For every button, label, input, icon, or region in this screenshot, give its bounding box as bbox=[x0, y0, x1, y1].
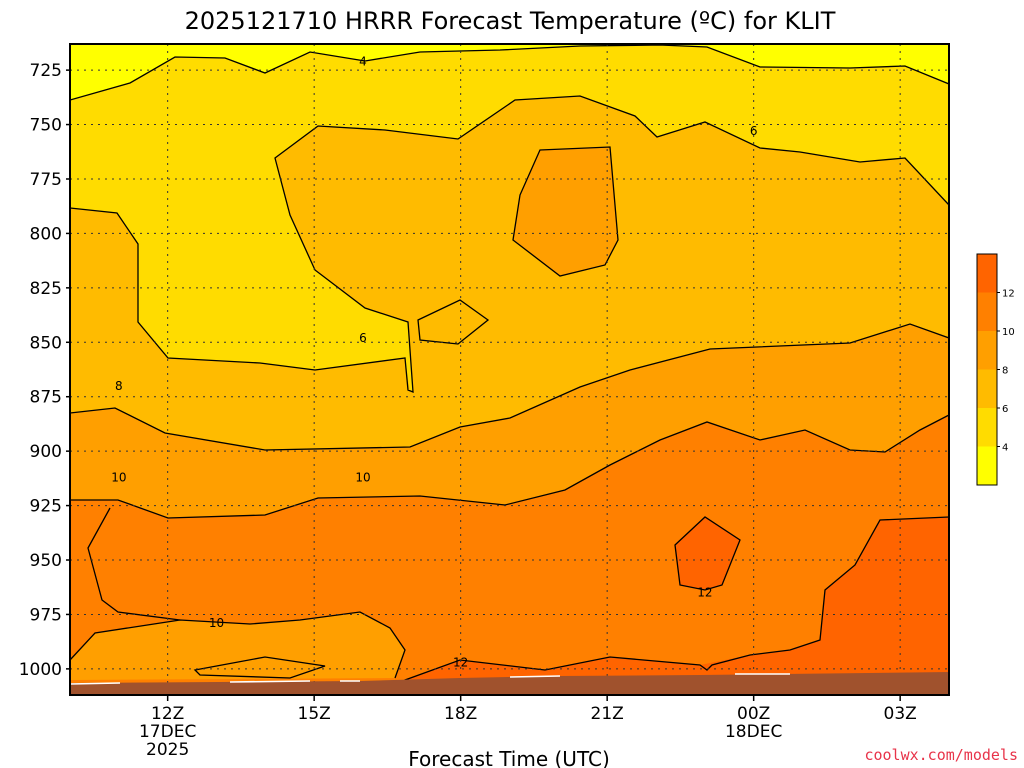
plot-frame bbox=[69, 43, 950, 696]
y-tick-label: 975 bbox=[30, 605, 62, 625]
y-tick-label: 850 bbox=[30, 333, 62, 353]
y-tick-label: 925 bbox=[30, 497, 62, 517]
y-tick-label: 800 bbox=[30, 224, 62, 244]
contour-label: 12 bbox=[697, 586, 712, 600]
contour-8-pocket bbox=[512, 146, 619, 277]
contour-6-blob bbox=[417, 299, 490, 345]
x-axis-label: Forecast Time (UTC) bbox=[408, 747, 610, 768]
contour-labels: 4 6 6 8 10 10 10 12 12 bbox=[111, 54, 757, 669]
band-10-12-lower bbox=[70, 612, 405, 680]
contour-10-bottom-blob bbox=[193, 656, 326, 679]
x-tick-label: 03Z bbox=[884, 704, 917, 724]
colorbar-bin bbox=[977, 254, 997, 293]
colorbar-bin bbox=[977, 292, 997, 331]
x-tick-label: 21Z bbox=[591, 704, 624, 724]
contour-8 bbox=[70, 323, 949, 451]
band-6-8-blob bbox=[418, 300, 488, 344]
colorbar-bin bbox=[977, 369, 997, 408]
colorbar-bin bbox=[977, 446, 997, 485]
x-tick-label: 15Z bbox=[298, 704, 331, 724]
contour-6-main bbox=[70, 95, 949, 393]
colorbar-tick-label: 4 bbox=[1002, 443, 1008, 454]
band-12-14-bottom bbox=[405, 517, 949, 695]
contour-10-left bbox=[87, 507, 181, 621]
x-tick-label: 17DEC bbox=[139, 722, 196, 742]
contour-label: 6 bbox=[750, 124, 758, 138]
colorbar-tick-label: 10 bbox=[1002, 327, 1015, 338]
contour-label: 10 bbox=[209, 616, 224, 630]
colorbar-tick-label: 12 bbox=[1002, 289, 1015, 300]
credit-link[interactable]: coolwx.com/models bbox=[864, 746, 1018, 764]
contour-12-bottom bbox=[404, 516, 949, 695]
ground bbox=[70, 672, 949, 695]
y-tick-label: 725 bbox=[30, 61, 62, 81]
x-tick-label: 18DEC bbox=[725, 722, 782, 742]
band-8-10-blob-bottom bbox=[195, 657, 325, 678]
x-tick-label: 12Z bbox=[151, 704, 184, 724]
y-tick-label: 900 bbox=[30, 442, 62, 462]
contour-10-lower bbox=[70, 611, 406, 679]
contour-label: 4 bbox=[359, 54, 367, 68]
colorbar-bin bbox=[977, 331, 997, 370]
colorbar-tick-label: 6 bbox=[1002, 404, 1008, 415]
contour-12-blob bbox=[674, 516, 741, 591]
ground-highlight bbox=[70, 673, 790, 685]
y-tick-label: 750 bbox=[30, 116, 62, 136]
y-tick-label: 875 bbox=[30, 388, 62, 408]
contour-label: 10 bbox=[355, 470, 370, 484]
y-tick-label: 825 bbox=[30, 279, 62, 299]
y-tick-label: 1000 bbox=[19, 660, 62, 680]
contour-label: 12 bbox=[453, 655, 468, 669]
band-12-14-blob bbox=[675, 517, 740, 590]
y-tick-label: 950 bbox=[30, 551, 62, 571]
y-axis: 725 750 775 800 825 850 875 900 925 950 975 1000 bbox=[19, 61, 70, 680]
contour-label: 8 bbox=[115, 379, 123, 393]
band-2-4 bbox=[70, 44, 949, 100]
x-tick-label: 2025 bbox=[146, 740, 189, 760]
colorbar-bin bbox=[977, 408, 997, 447]
x-tick-label: 00Z bbox=[737, 704, 770, 724]
colorbar-tick-label: 8 bbox=[1002, 366, 1008, 377]
y-tick-label: 775 bbox=[30, 170, 62, 190]
contour-label: 6 bbox=[359, 331, 367, 345]
contour-4 bbox=[70, 44, 949, 101]
x-tick-label: 18Z bbox=[444, 704, 477, 724]
contour-label: 10 bbox=[111, 470, 126, 484]
band-4-6 bbox=[70, 44, 949, 392]
chart-title: 2025121710 HRRR Forecast Temperature (ºC… bbox=[185, 7, 836, 35]
colorbar: 4 6 8 10 12 bbox=[976, 253, 1015, 486]
